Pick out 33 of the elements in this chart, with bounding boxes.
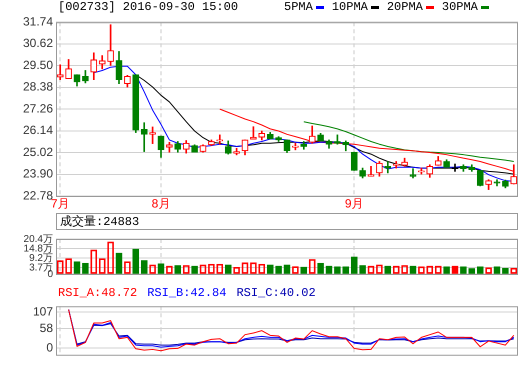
y-tick-label: 23.90 [22,166,54,181]
legend-label: 30PMA [442,0,478,14]
text: RSI_C:40.02 [236,286,316,300]
legend-label: 5PMA [284,0,313,14]
y-tick-label: 28.38 [22,80,54,94]
y-tick-label: 14.8万 [24,243,53,254]
y-tick-label: 0 [46,340,54,354]
series-label: RSI_A:48.72 [58,286,138,300]
x-tick-label: 8月 [152,196,170,211]
bar [132,248,140,274]
text: RSI_B:42.84 [147,286,226,300]
y-tick-label: 9.2万 [29,252,53,264]
legend-label: 10PMA [332,0,368,14]
y-tick-label: 20.4万 [24,234,53,245]
candlestick [368,166,374,177]
y-tick-label: 58 [40,320,54,335]
bar [350,256,358,274]
y-tick-label: 31.74 [22,14,54,29]
chart-title: [002733] 2016-09-30 15:00 [58,0,238,14]
bar [140,260,148,274]
y-tick-label: 27.26 [22,101,54,116]
y-tick-label: 30.62 [22,36,54,50]
y-tick-label: 25.02 [22,144,54,159]
y-tick-label: 26.14 [22,123,54,138]
candlestick [410,168,416,178]
legend-label: 20PMA [386,0,423,14]
x-tick-label: 9月 [344,196,364,211]
bar [116,252,122,274]
y-tick-label: 29.50 [22,58,54,72]
y-tick-label: 107 [32,304,54,319]
bar [74,261,80,274]
y-tick-label: 22.78 [22,188,54,202]
text: 成交量:24883 [60,214,140,230]
